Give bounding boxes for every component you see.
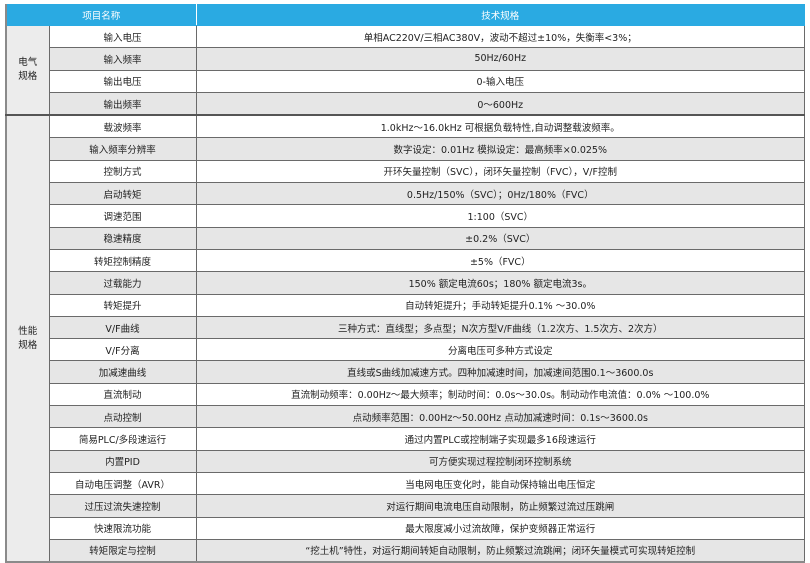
item-spec: ±0.2%（SVC） <box>195 226 806 250</box>
item-name: V/F分离 <box>48 338 197 362</box>
table-row: 性能 规格 载波频率 1.0kHz～16.0kHz 可根据负载特性,自动调整载波频率。 <box>5 114 806 563</box>
item-name: 转矩限定与控制 <box>48 538 197 563</box>
table-row: V/F分离 分离电压可多种方式设定 <box>6 338 806 362</box>
table-row: 转矩控制精度 ±5%（FVC） <box>6 248 806 273</box>
table-row: 输入频率分辨率 数字设定：0.01Hz 模拟设定：最高频率×0.025% <box>6 137 806 161</box>
table-row: 稳速精度 ±0.2%（SVC） <box>6 226 806 250</box>
table-row: 加减速曲线 直线或S曲线加减速方式。四种加减速时间，加减速间范围0.1～3600.… <box>6 360 806 384</box>
item-name: 转矩提升 <box>48 293 197 317</box>
item-spec: 1.0kHz～16.0kHz 可根据负载特性,自动调整载波频率。 <box>195 114 806 139</box>
item-name: 输入频率分辨率 <box>48 137 197 161</box>
item-spec: 数字设定：0.01Hz 模拟设定：最高频率×0.025% <box>195 137 806 161</box>
item-spec: 开环矢量控制（SVC），闭环矢量控制（FVC），V/F控制 <box>195 159 806 184</box>
item-name: 输出电压 <box>48 69 197 93</box>
item-spec: 分离电压可多种方式设定 <box>195 338 806 362</box>
header-item-name: 项目名称 <box>5 4 197 26</box>
item-name: 输入频率 <box>48 47 197 71</box>
item-spec: 50Hz/60Hz <box>195 47 806 71</box>
item-name: 启动转矩 <box>48 182 197 206</box>
item-spec: 可方便实现过程控制闭环控制系统 <box>195 449 806 473</box>
table-row: 点动控制 点动频率范围：0.00Hz～50.00Hz 点动加减速时间：0.1s～3… <box>6 405 806 429</box>
category-label: 电气 <box>18 57 38 69</box>
item-spec: 通过内置PLC或控制端子实现最多16段速运行 <box>195 427 806 451</box>
item-name: 点动控制 <box>48 405 197 429</box>
item-spec: ±5%（FVC） <box>195 248 806 273</box>
item-spec: 点动频率范围：0.00Hz～50.00Hz 点动加减速时间：0.1s～3600.… <box>195 405 806 429</box>
item-name: 加减速曲线 <box>48 360 197 384</box>
item-name: 调速范围 <box>48 204 197 228</box>
table-row: 启动转矩 0.5Hz/150%（SVC）；0Hz/180%（FVC） <box>6 182 806 206</box>
table-row: 过压过流失速控制 对运行期间电流电压自动限制，防止频繁过流过压跳闸 <box>6 494 806 518</box>
table-row: 转矩提升 自动转矩提升；手动转矩提升0.1% ～30.0% <box>6 293 806 317</box>
item-spec: 150% 额定电流60s；180% 额定电流3s。 <box>195 271 806 295</box>
item-name: 直流制动 <box>48 382 197 407</box>
item-spec: 最大限度减小过流故障，保护变频器正常运行 <box>195 516 806 540</box>
table-row: 快速限流功能 最大限度减小过流故障，保护变频器正常运行 <box>6 516 806 540</box>
table-row: 调速范围 1:100（SVC） <box>6 204 806 228</box>
table-row: 输出频率 0～600Hz <box>6 91 806 116</box>
category-label: 性能 <box>18 325 38 337</box>
item-spec: 0～600Hz <box>195 91 806 116</box>
table-row: 控制方式 开环矢量控制（SVC），闭环矢量控制（FVC），V/F控制 <box>6 159 806 184</box>
header-spec: 技术规格 <box>195 4 806 26</box>
item-name: 输出频率 <box>48 91 197 116</box>
item-name: 简易PLC/多段速运行 <box>48 427 197 451</box>
table-row: 输出电压 0-输入电压 <box>6 69 806 93</box>
spec-table: 项目名称 技术规格 电气 规格 输入电压 单相AC220V/三相AC380V，波动不超… <box>5 4 806 563</box>
category-label: 规格 <box>18 71 38 83</box>
item-name: 过压过流失速控制 <box>48 494 197 518</box>
item-spec: 当电网电压变化时，能自动保持输出电压恒定 <box>195 471 806 496</box>
table-row: 过载能力 150% 额定电流60s；180% 额定电流3s。 <box>6 271 806 295</box>
item-spec: “挖土机”特性，对运行期间转矩自动限制，防止频繁过流跳闸；闭环矢量模式可实现转矩… <box>195 538 806 563</box>
item-spec: 直线或S曲线加减速方式。四种加减速时间，加减速间范围0.1～3600.0s <box>195 360 806 384</box>
table-row: 输入频率 50Hz/60Hz <box>6 47 806 71</box>
item-spec: 自动转矩提升；手动转矩提升0.1% ～30.0% <box>195 293 806 317</box>
table-row: 电气 规格 输入电压 单相AC220V/三相AC380V，波动不超过±10%，失衡率<… <box>5 24 806 116</box>
item-name: 自动电压调整（AVR） <box>48 471 197 496</box>
item-name: 载波频率 <box>48 114 197 139</box>
table-row: V/F曲线 三种方式：直线型；多点型；N次方型V/F曲线（1.2次方、1.5次方、… <box>6 315 806 340</box>
table-row: 自动电压调整（AVR） 当电网电压变化时，能自动保持输出电压恒定 <box>6 471 806 496</box>
item-name: 过载能力 <box>48 271 197 295</box>
item-spec: 0.5Hz/150%（SVC）；0Hz/180%（FVC） <box>195 182 806 206</box>
item-name: 控制方式 <box>48 159 197 184</box>
table-row: 简易PLC/多段速运行 通过内置PLC或控制端子实现最多16段速运行 <box>6 427 806 451</box>
item-spec: 三种方式：直线型；多点型；N次方型V/F曲线（1.2次方、1.5次方、2次方） <box>195 315 806 340</box>
item-spec: 直流制动频率：0.00Hz～最大频率；制动时间：0.0s～30.0s。制动动作电… <box>195 382 806 407</box>
item-spec: 0-输入电压 <box>195 69 806 93</box>
table-row: 直流制动 直流制动频率：0.00Hz～最大频率；制动时间：0.0s～30.0s。制… <box>6 382 806 407</box>
category-label: 规格 <box>18 339 38 351</box>
item-spec: 对运行期间电流电压自动限制，防止频繁过流过压跳闸 <box>195 494 806 518</box>
category-cell: 性能 规格 <box>5 114 50 563</box>
item-name: 内置PID <box>48 449 197 473</box>
item-spec: 1:100（SVC） <box>195 204 806 228</box>
item-name: 转矩控制精度 <box>48 248 197 273</box>
table-row: 转矩限定与控制 “挖土机”特性，对运行期间转矩自动限制，防止频繁过流跳闸；闭环矢量… <box>6 538 806 563</box>
category-cell: 电气 规格 <box>5 25 50 116</box>
item-name: 稳速精度 <box>48 226 197 250</box>
table-header: 项目名称 技术规格 <box>5 4 806 26</box>
item-name: V/F曲线 <box>48 315 197 340</box>
item-name: 输入电压 <box>48 24 197 49</box>
item-spec: 单相AC220V/三相AC380V，波动不超过±10%，失衡率<3%； <box>195 24 806 49</box>
item-name: 快速限流功能 <box>48 516 197 540</box>
table-row: 内置PID 可方便实现过程控制闭环控制系统 <box>6 449 806 473</box>
